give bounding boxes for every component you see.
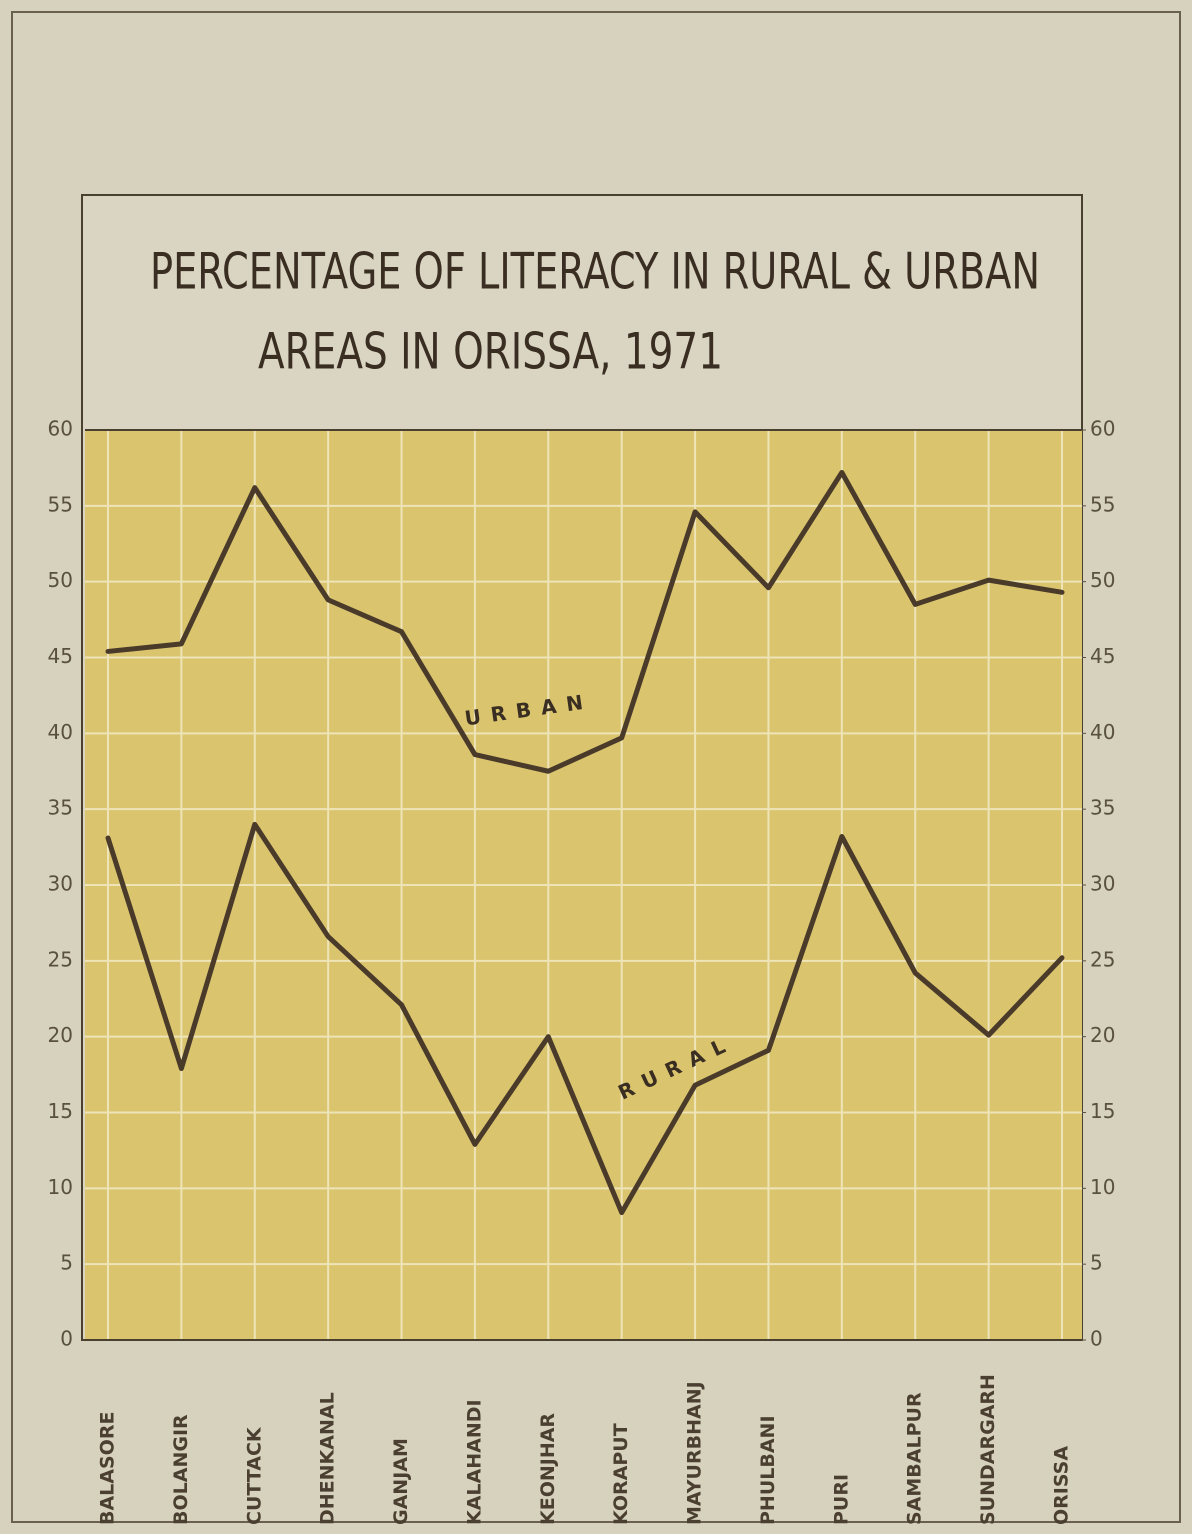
y-tick-label: 15 bbox=[48, 1099, 73, 1123]
x-tick-label: SAMBALPUR bbox=[904, 1392, 926, 1525]
x-tick-label: KALAHANDI bbox=[463, 1399, 485, 1525]
x-tick-label: PURI bbox=[830, 1474, 852, 1525]
y2-tick-label: 55 bbox=[1090, 492, 1115, 516]
y-tick-label: 10 bbox=[48, 1175, 73, 1199]
y2-tick-label: 40 bbox=[1090, 720, 1115, 744]
y2-tick-label: 35 bbox=[1090, 796, 1115, 820]
y-tick-label: 60 bbox=[48, 417, 73, 441]
y-tick-label: 0 bbox=[60, 1327, 73, 1351]
page-border bbox=[11, 11, 1181, 1523]
x-tick-label: KORAPUT bbox=[610, 1423, 632, 1525]
y2-tick-label: 0 bbox=[1090, 1327, 1103, 1351]
chart-title: PERCENTAGE OF LITERACY IN RURAL & URBAN bbox=[150, 243, 1040, 301]
y2-tick-label: 30 bbox=[1090, 872, 1115, 896]
x-tick-label: SUNDARGARH bbox=[977, 1374, 999, 1525]
chart-title: AREAS IN ORISSA, 1971 bbox=[258, 323, 723, 381]
x-tick-label: KEONJHAR bbox=[537, 1413, 559, 1525]
y-tick-label: 35 bbox=[48, 796, 73, 820]
x-tick-label: PHULBANI bbox=[757, 1415, 779, 1525]
y2-tick-label: 60 bbox=[1090, 417, 1115, 441]
y-tick-label: 30 bbox=[48, 872, 73, 896]
y2-tick-label: 45 bbox=[1090, 644, 1115, 668]
y-tick-label: 50 bbox=[48, 568, 73, 592]
y2-tick-label: 5 bbox=[1090, 1251, 1103, 1275]
y2-tick-label: 25 bbox=[1090, 947, 1115, 971]
x-tick-label: BOLANGIR bbox=[170, 1414, 192, 1525]
x-tick-label: GANJAM bbox=[390, 1438, 412, 1525]
y-tick-label: 20 bbox=[48, 1023, 73, 1047]
y-tick-label: 55 bbox=[48, 492, 73, 516]
x-tick-label: MAYURBHANJ bbox=[684, 1381, 706, 1525]
data-line bbox=[105, 821, 1065, 1216]
y2-tick-label: 15 bbox=[1090, 1099, 1115, 1123]
y-tick-label: 25 bbox=[48, 947, 73, 971]
y-tick-label: 45 bbox=[48, 644, 73, 668]
x-tick-label: BALASORE bbox=[97, 1412, 119, 1525]
y2-tick-label: 50 bbox=[1090, 568, 1115, 592]
x-tick-label: DHENKANAL bbox=[317, 1392, 339, 1525]
x-tick-label: CUTTACK bbox=[243, 1426, 265, 1525]
y-tick-label: 40 bbox=[48, 720, 73, 744]
y2-tick-label: 10 bbox=[1090, 1175, 1115, 1199]
y2-tick-label: 20 bbox=[1090, 1023, 1115, 1047]
y-tick-label: 5 bbox=[60, 1251, 73, 1275]
x-tick-label: ORISSA bbox=[1051, 1446, 1073, 1525]
data-line bbox=[105, 469, 1065, 774]
